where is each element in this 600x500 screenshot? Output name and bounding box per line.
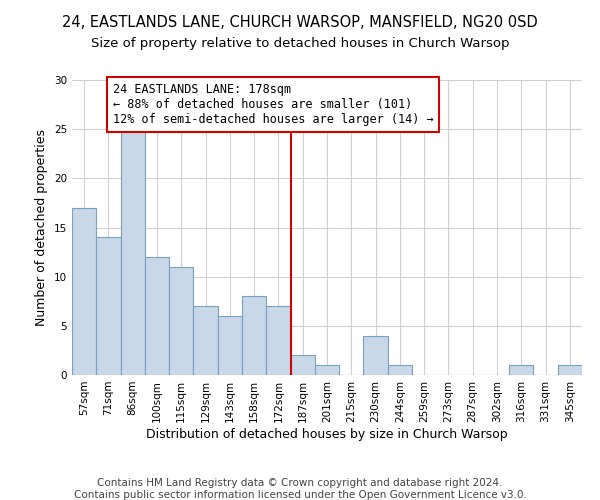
Bar [388,365,412,375]
Bar [169,267,193,375]
Y-axis label: Number of detached properties: Number of detached properties [35,129,49,326]
Bar [218,316,242,375]
Text: 24, EASTLANDS LANE, CHURCH WARSOP, MANSFIELD, NG20 0SD: 24, EASTLANDS LANE, CHURCH WARSOP, MANSF… [62,15,538,30]
Bar [509,365,533,375]
Bar [290,356,315,375]
Bar [145,257,169,375]
Bar [72,208,96,375]
Bar [315,365,339,375]
Bar [558,365,582,375]
Text: Contains HM Land Registry data © Crown copyright and database right 2024.: Contains HM Land Registry data © Crown c… [97,478,503,488]
X-axis label: Distribution of detached houses by size in Church Warsop: Distribution of detached houses by size … [146,428,508,440]
Bar [364,336,388,375]
Bar [193,306,218,375]
Text: 24 EASTLANDS LANE: 178sqm
← 88% of detached houses are smaller (101)
12% of semi: 24 EASTLANDS LANE: 178sqm ← 88% of detac… [113,83,433,126]
Text: Contains public sector information licensed under the Open Government Licence v3: Contains public sector information licen… [74,490,526,500]
Bar [96,238,121,375]
Bar [121,129,145,375]
Bar [242,296,266,375]
Text: Size of property relative to detached houses in Church Warsop: Size of property relative to detached ho… [91,38,509,51]
Bar [266,306,290,375]
